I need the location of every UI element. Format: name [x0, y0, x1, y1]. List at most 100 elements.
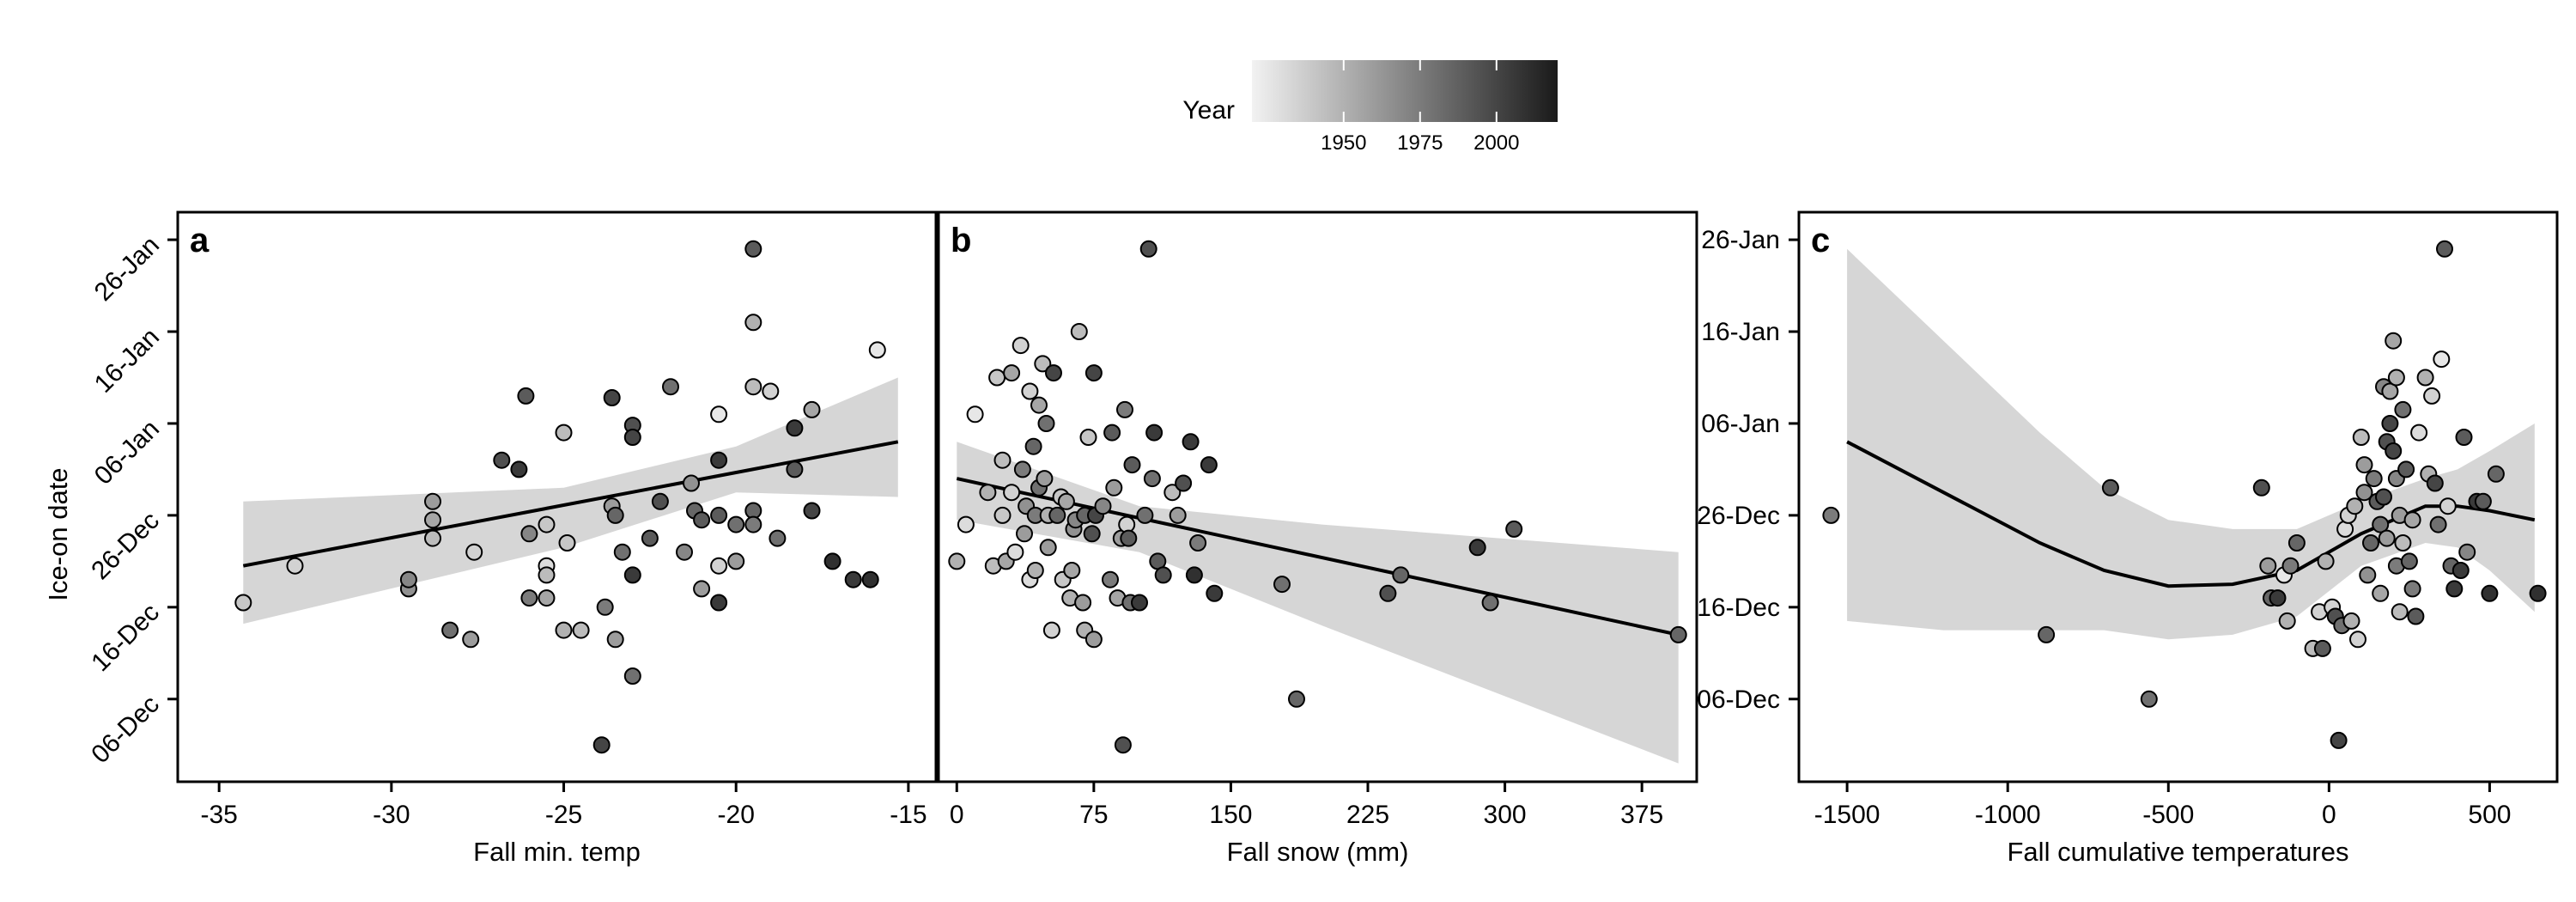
- data-point: [520, 525, 538, 543]
- data-point: [1048, 506, 1066, 524]
- data-point: [1169, 506, 1187, 524]
- data-point: [510, 460, 528, 478]
- data-point: [948, 552, 966, 570]
- data-point: [1163, 484, 1182, 502]
- data-point: [2375, 488, 2392, 506]
- x-tick-label: 375: [1620, 801, 1663, 829]
- data-point: [2269, 589, 2287, 607]
- data-point: [2458, 543, 2476, 561]
- data-point: [966, 405, 984, 424]
- data-point: [596, 598, 614, 616]
- x-tick-label: 500: [2468, 801, 2511, 829]
- data-point: [555, 621, 573, 639]
- y-tick-label: 26-Dec: [1697, 502, 1780, 530]
- data-point: [424, 529, 441, 547]
- y-tick-label: 26-Jan: [1701, 226, 1780, 254]
- data-point: [1379, 584, 1397, 602]
- data-point: [2423, 387, 2441, 405]
- legend-tick-label: 2000: [1473, 131, 1519, 155]
- data-point: [1084, 631, 1103, 649]
- data-point: [2259, 557, 2277, 575]
- x-tick-label: -25: [545, 801, 582, 829]
- data-point: [744, 314, 762, 332]
- data-point: [517, 387, 535, 405]
- data-point: [2313, 639, 2331, 657]
- confidence-band: [243, 377, 898, 625]
- data-point: [2352, 429, 2370, 446]
- data-point: [1105, 478, 1123, 497]
- data-point: [1123, 456, 1141, 474]
- data-point: [2336, 520, 2354, 538]
- data-point: [1034, 355, 1052, 373]
- data-point: [2359, 566, 2377, 584]
- x-tick-label: 0: [950, 801, 964, 829]
- panel-b: b 0 75 150 225 300 375 Fall snow (mm): [937, 210, 1698, 867]
- data-point: [2426, 474, 2444, 492]
- data-point: [2433, 350, 2451, 369]
- data-point: [1030, 396, 1048, 414]
- x-tick-label: 150: [1209, 801, 1252, 829]
- data-point: [2400, 552, 2418, 570]
- data-point: [710, 506, 728, 524]
- data-point: [1273, 576, 1291, 594]
- data-point: [1136, 506, 1154, 524]
- legend-colorbar: [1252, 60, 1558, 122]
- data-point: [1206, 584, 1224, 602]
- data-point: [1042, 621, 1060, 639]
- data-point: [1024, 437, 1042, 455]
- data-point: [2346, 497, 2364, 515]
- panel-frame: [937, 210, 1698, 783]
- data-point: [1021, 382, 1039, 400]
- data-point: [2038, 625, 2056, 643]
- data-point: [2407, 607, 2425, 625]
- data-point: [693, 580, 711, 598]
- data-point: [2330, 731, 2348, 749]
- data-point: [1822, 506, 1840, 524]
- y-tick-label: 16-Dec: [1697, 594, 1780, 622]
- panel-frame: [1797, 210, 2559, 783]
- x-axis-label: Fall min. temp: [473, 837, 641, 867]
- legend-tick-label: 1975: [1397, 131, 1443, 155]
- data-point: [538, 566, 556, 584]
- data-point: [762, 382, 780, 400]
- data-point: [592, 736, 611, 754]
- y-tick-label: 16-Jan: [1701, 318, 1780, 346]
- y-tick-label: 26-Jan: [89, 231, 165, 307]
- data-point: [641, 529, 659, 547]
- data-point: [2391, 603, 2409, 621]
- data-point: [651, 492, 669, 510]
- x-tick-label: 75: [1079, 801, 1108, 829]
- data-point: [623, 667, 641, 685]
- data-point: [1003, 364, 1021, 382]
- data-point: [710, 594, 728, 612]
- data-point: [2445, 580, 2464, 598]
- data-point: [2416, 369, 2434, 387]
- data-point: [1057, 492, 1075, 510]
- y-tick-label: 16-Dec: [86, 598, 165, 677]
- data-point: [727, 515, 745, 533]
- data-point: [2381, 382, 2399, 400]
- data-point: [2385, 332, 2403, 350]
- data-point: [286, 557, 304, 575]
- data-point: [538, 589, 556, 607]
- data-point: [2397, 460, 2415, 478]
- data-point: [1145, 424, 1163, 442]
- data-point: [424, 511, 441, 529]
- panel-frame: [176, 210, 938, 783]
- data-point: [2362, 534, 2379, 552]
- x-tick-label: 225: [1346, 801, 1389, 829]
- data-point: [2429, 515, 2447, 533]
- data-point: [2349, 631, 2366, 649]
- data-point: [993, 451, 1012, 469]
- data-point: [1468, 539, 1486, 557]
- x-tick-label: -35: [200, 801, 237, 829]
- data-point: [786, 460, 804, 478]
- data-point: [606, 506, 624, 524]
- data-point: [1103, 424, 1121, 442]
- data-point: [1003, 484, 1021, 502]
- data-point: [786, 419, 804, 437]
- data-point: [623, 566, 641, 584]
- data-point: [1154, 566, 1172, 584]
- data-point: [988, 369, 1006, 387]
- y-tick-label: 06-Jan: [89, 415, 165, 491]
